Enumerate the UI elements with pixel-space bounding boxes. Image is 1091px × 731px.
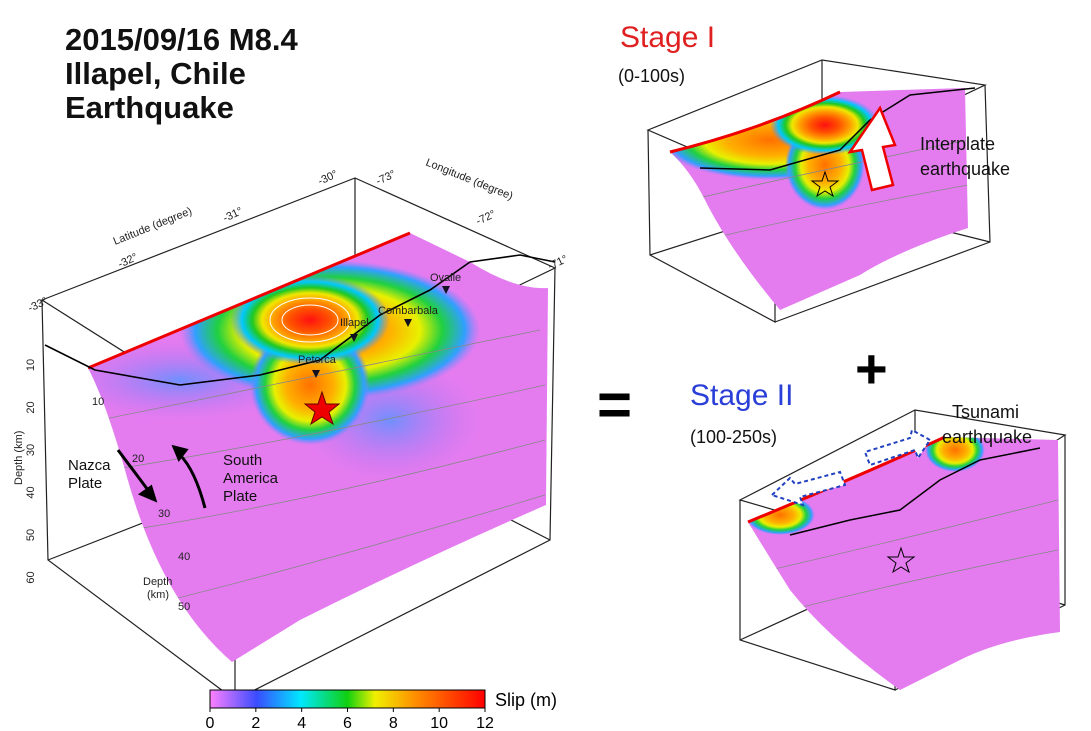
colorbar-tick-label: 0 <box>206 715 215 731</box>
longitude-label: Longitude (degree) <box>424 157 515 203</box>
longitude-tick: -72° <box>474 208 497 227</box>
inner-depth-tick: 40 <box>178 551 190 563</box>
depth-tick: 50 <box>25 529 37 541</box>
plate-label: Nazca <box>68 457 111 474</box>
epicenter <box>303 390 341 426</box>
depth-label: Depth (km) <box>13 431 25 485</box>
depth-tick: 30 <box>25 444 37 456</box>
coastline <box>789 447 1041 536</box>
plate-arrows <box>116 444 207 509</box>
tsunami-arrows <box>770 428 932 507</box>
stage2-box <box>738 409 1067 691</box>
trench <box>87 231 411 370</box>
colorbar-tick-label: 6 <box>343 715 352 731</box>
depth-tick: 60 <box>25 571 37 583</box>
colorbar-tick-label: 2 <box>251 715 260 731</box>
colorbar-tick-label: 8 <box>389 715 398 731</box>
latitude-tick: -32° <box>116 251 139 270</box>
inner-depth-tick: 50 <box>178 601 190 613</box>
trench <box>669 90 841 154</box>
slip-surface <box>88 233 548 662</box>
longitude-tick: -71° <box>546 253 569 272</box>
uplift-arrow <box>847 105 897 192</box>
plate-label: South <box>223 452 262 469</box>
inner-depth-tick: 20 <box>132 453 144 465</box>
stage-title: Stage I <box>620 21 715 54</box>
depth-tick: 40 <box>25 486 37 498</box>
colorbar-ticks: 0 2 4 6 8 10 12 <box>206 708 494 731</box>
stage1-box <box>646 59 991 324</box>
stations <box>312 286 450 378</box>
coastline <box>699 87 976 171</box>
slip-surface <box>748 437 1060 690</box>
inner-depth-tick: 10 <box>92 396 104 408</box>
latitude-label: Latitude (degree) <box>112 205 194 248</box>
inner-depth-tick: 30 <box>158 508 170 520</box>
place-label: Combarbala <box>378 305 439 317</box>
place-label: Illapel <box>340 317 369 329</box>
slip-surface <box>670 88 968 310</box>
plate-label: Plate <box>68 475 102 492</box>
inner-depth-label: (km) <box>147 589 169 601</box>
colorbar-tick-label: 10 <box>430 715 448 731</box>
stage-period: (0-100s) <box>618 66 685 86</box>
equals-sign: = <box>597 371 632 438</box>
longitude-tick: -73° <box>374 168 397 187</box>
stage-period: (100-250s) <box>690 427 777 447</box>
annotation: earthquake <box>920 159 1010 179</box>
colorbar <box>209 689 486 709</box>
epicenter <box>810 170 840 198</box>
stage-title: Stage II <box>690 379 793 412</box>
colorbar-tick-label: 4 <box>297 715 306 731</box>
place-label: Ovalle <box>430 272 461 284</box>
title-line: Illapel, Chile <box>65 56 246 91</box>
plate-label: Plate <box>223 488 257 505</box>
depth-tick: 10 <box>25 359 37 371</box>
plate-label: America <box>223 470 279 487</box>
coastline <box>44 254 556 386</box>
annotation: Tsunami <box>952 402 1019 422</box>
annotation: earthquake <box>942 427 1032 447</box>
colorbar-label: Slip (m) <box>495 690 557 710</box>
place-label: Petorca <box>298 354 337 366</box>
inner-depth-label: Depth <box>143 576 172 588</box>
epicenter <box>886 546 916 574</box>
depth-tick: 20 <box>25 401 37 413</box>
title-line: 2015/09/16 M8.4 <box>65 22 298 57</box>
colorbar-tick-label: 12 <box>476 715 494 731</box>
title-line: Earthquake <box>65 90 234 125</box>
plus-sign: + <box>855 337 888 400</box>
annotation: Interplate <box>920 134 995 154</box>
